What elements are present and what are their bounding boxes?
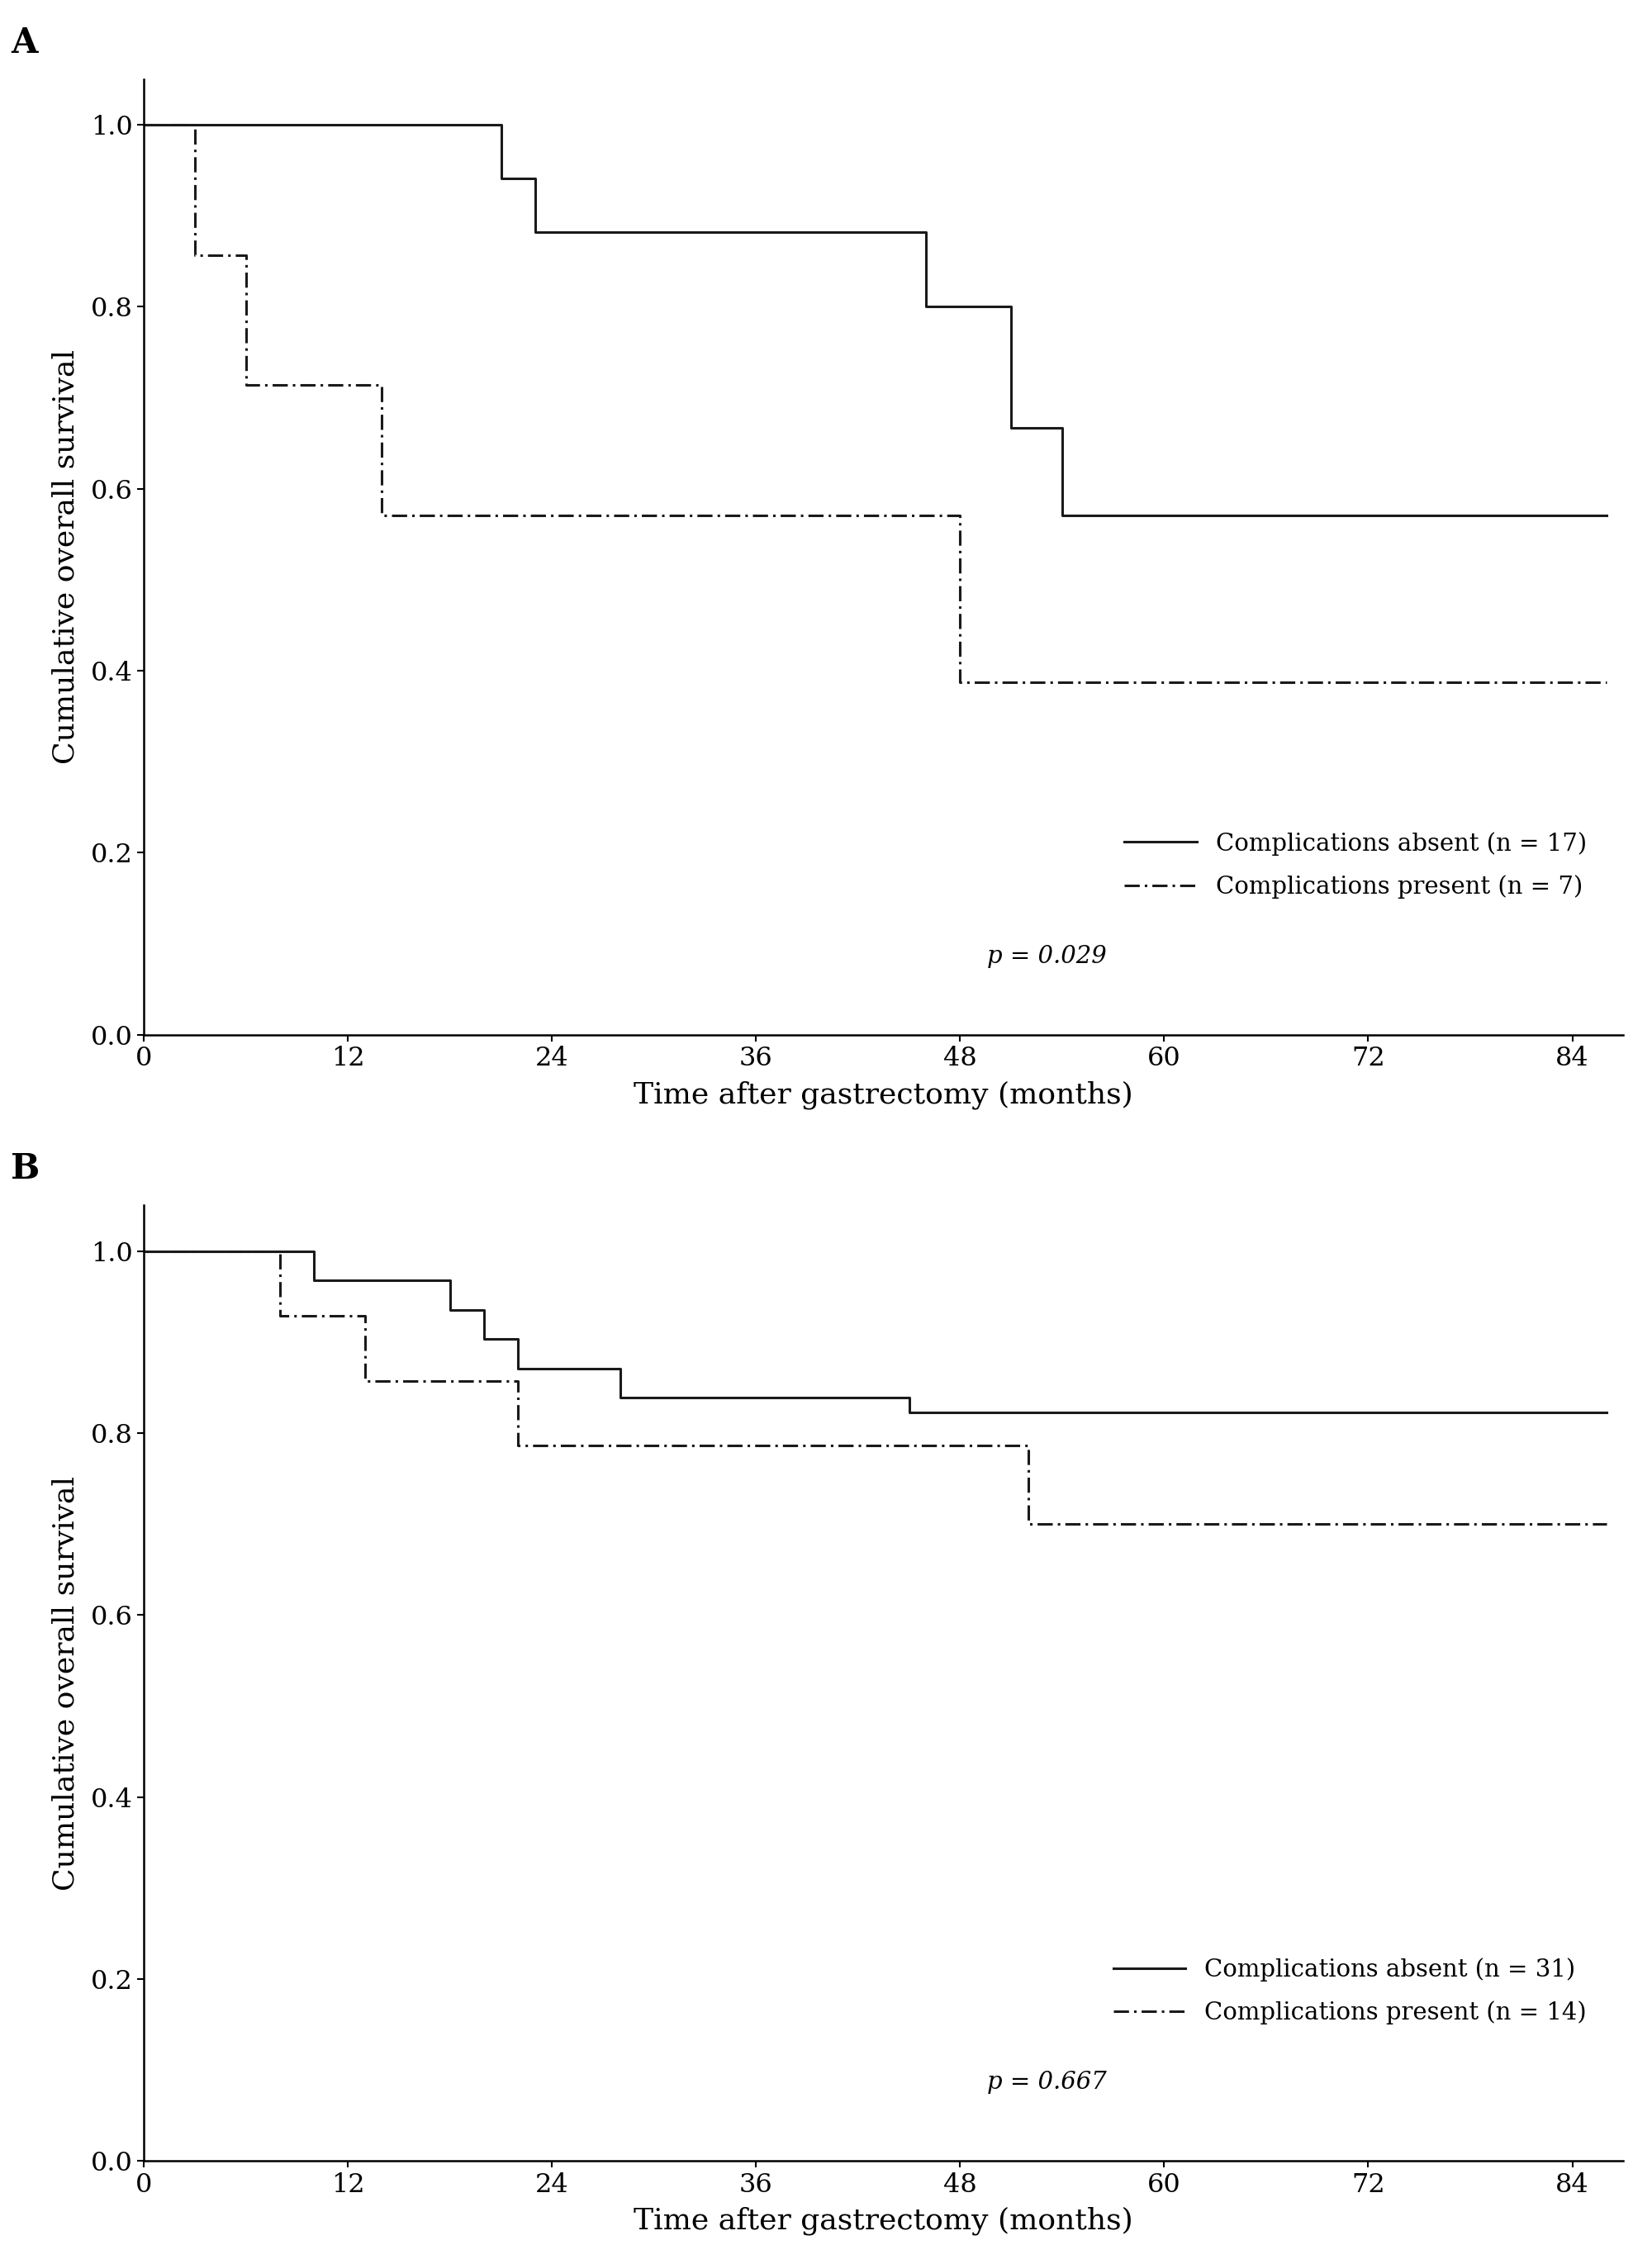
Text: p = 0.667: p = 0.667: [988, 2072, 1107, 2094]
X-axis label: Time after gastrectomy (months): Time after gastrectomy (months): [634, 1080, 1133, 1109]
X-axis label: Time after gastrectomy (months): Time after gastrectomy (months): [634, 2207, 1133, 2235]
Y-axis label: Cumulative overall survival: Cumulative overall survival: [51, 1476, 79, 1890]
Text: A: A: [12, 25, 38, 61]
Text: p = 0.029: p = 0.029: [988, 944, 1107, 969]
Legend: Complications absent (n = 17), Complications present (n = 7): Complications absent (n = 17), Complicat…: [1115, 822, 1596, 908]
Text: B: B: [12, 1152, 40, 1186]
Y-axis label: Cumulative overall survival: Cumulative overall survival: [51, 349, 79, 765]
Legend: Complications absent (n = 31), Complications present (n = 14): Complications absent (n = 31), Complicat…: [1104, 1949, 1596, 2035]
